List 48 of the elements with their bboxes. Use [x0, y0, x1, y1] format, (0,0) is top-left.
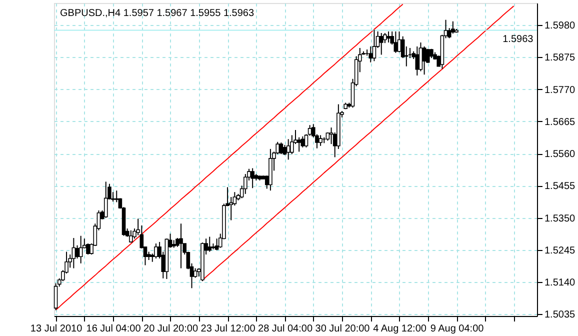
y-tick-label: 1.5980 — [544, 20, 576, 32]
candlestick — [279, 142, 284, 155]
y-tick-label: 1.5035 — [544, 310, 576, 321]
y-tick-label: 1.5665 — [544, 116, 576, 128]
candlestick — [418, 42, 423, 72]
candlestick — [422, 46, 426, 76]
candlestick — [286, 138, 290, 160]
x-tick-label: 4 Aug 12:00 — [373, 324, 427, 334]
candlestick — [193, 268, 198, 278]
candlestick — [129, 230, 133, 244]
text: GBPUSD.,H4 1.5957 1.5967 1.5955 1.5963 — [60, 8, 254, 19]
x-tick-label: 30 Jul 20:00 — [315, 324, 370, 334]
x-tick-label: 20 Jul 20:00 — [144, 324, 198, 334]
x-tick-label: 23 Jul 12:00 — [200, 324, 256, 334]
y-tick-label: 1.5350 — [544, 213, 576, 224]
candlestick — [75, 244, 80, 259]
candlestick — [318, 134, 322, 146]
x-tick-label: 9 Aug 04:00 — [430, 324, 484, 334]
candlestick — [208, 236, 212, 252]
candlestick — [397, 30, 402, 53]
y-tick-label: 1.5875 — [544, 52, 576, 64]
candlestick — [297, 136, 301, 152]
candlestick — [415, 46, 420, 76]
candlestick — [86, 242, 90, 255]
candlestick — [386, 30, 390, 43]
candlestick — [368, 46, 373, 63]
ref-line-label: 1.5963 — [502, 34, 534, 46]
y-tick-label: 1.5770 — [544, 84, 576, 96]
candlestick — [394, 30, 398, 54]
y-tick-label: 1.5455 — [544, 181, 576, 192]
candlestick — [104, 181, 108, 218]
candlestick — [72, 237, 76, 269]
x-tick-label: 13 Jul 2010 — [30, 324, 83, 334]
y-tick-label: 1.5140 — [544, 278, 576, 289]
candlestick — [154, 242, 158, 259]
x-tick-label: 16 Jul 04:00 — [86, 324, 142, 334]
candlestick — [379, 32, 384, 56]
y-tick-label: 1.5245 — [544, 245, 576, 256]
candlestick — [300, 136, 305, 148]
x-tick-label: 28 Jul 04:00 — [258, 324, 313, 334]
y-tick-label: 1.5560 — [544, 149, 576, 160]
candlestick — [179, 223, 183, 269]
candlestick — [372, 29, 376, 62]
candlestick — [250, 168, 254, 189]
candlestick — [54, 282, 58, 311]
line-series — [55, 4, 404, 310]
candlestick — [78, 235, 83, 264]
candlestick — [451, 20, 455, 34]
